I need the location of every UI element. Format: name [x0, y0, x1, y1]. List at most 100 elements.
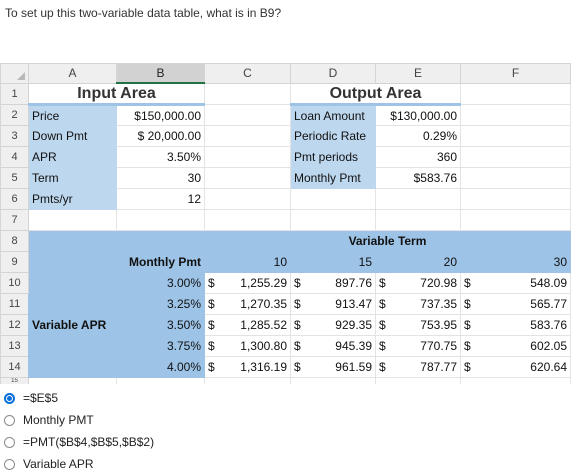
result-cell[interactable]: $602.05	[460, 334, 571, 357]
output-value-pmt-periods[interactable]: 360	[375, 146, 461, 169]
option-monthly-pmt[interactable]: Monthly PMT	[4, 410, 154, 430]
term-value-10[interactable]: 10	[204, 250, 291, 273]
row-header-7[interactable]: 7	[0, 209, 29, 231]
cell-a8[interactable]	[28, 229, 117, 252]
input-area-title[interactable]: Input Area	[28, 82, 205, 107]
result-cell[interactable]: $753.95	[375, 313, 461, 336]
cell-b9-monthly-pmt[interactable]: Monthly Pmt	[116, 250, 205, 273]
row-header-9[interactable]: 9	[0, 250, 29, 273]
term-value-20[interactable]: 20	[375, 250, 461, 273]
option-variable-apr[interactable]: Variable APR	[4, 454, 154, 474]
column-header-c[interactable]: C	[204, 63, 291, 84]
cell-f15[interactable]	[460, 376, 571, 384]
result-cell[interactable]: $929.35	[290, 313, 376, 336]
result-cell[interactable]: $620.64	[460, 355, 571, 378]
output-area-title[interactable]: Output Area	[290, 82, 461, 107]
row-header-6[interactable]: 6	[0, 188, 29, 211]
cell-f5[interactable]	[460, 167, 571, 190]
column-header-f[interactable]: F	[460, 63, 571, 84]
rate-cell[interactable]: 4.00%	[116, 355, 205, 378]
input-label-term[interactable]: Term	[28, 167, 117, 190]
result-cell[interactable]: $961.59	[290, 355, 376, 378]
result-cell[interactable]: $1,270.35	[204, 292, 291, 315]
row-header-2[interactable]: 2	[0, 104, 29, 127]
cell-a7[interactable]	[28, 209, 117, 231]
result-cell[interactable]: $720.98	[375, 271, 461, 294]
row-header-15[interactable]: 15	[0, 376, 29, 384]
rate-cell[interactable]: 3.25%	[116, 292, 205, 315]
row-header-8[interactable]: 8	[0, 229, 29, 252]
cell-c2[interactable]	[204, 104, 291, 127]
result-cell[interactable]: $913.47	[290, 292, 376, 315]
column-header-d[interactable]: D	[290, 63, 376, 84]
result-cell[interactable]: $565.77	[460, 292, 571, 315]
cell-a9[interactable]	[28, 250, 117, 273]
result-cell[interactable]: $897.76	[290, 271, 376, 294]
input-value-pmts-yr[interactable]: 12	[116, 188, 205, 211]
row-header-14[interactable]: 14	[0, 355, 29, 378]
input-label-pmts-yr[interactable]: Pmts/yr	[28, 188, 117, 211]
cell-f7[interactable]	[460, 209, 571, 231]
rate-cell[interactable]: 3.50%	[116, 313, 205, 336]
column-header-b[interactable]: B	[116, 63, 205, 85]
result-cell[interactable]: $1,300.80	[204, 334, 291, 357]
input-value-term[interactable]: 30	[116, 167, 205, 190]
term-value-15[interactable]: 15	[290, 250, 376, 273]
row-header-5[interactable]: 5	[0, 167, 29, 190]
row-header-1[interactable]: 1	[0, 82, 29, 106]
radio-button[interactable]	[4, 458, 15, 470]
input-label-down-pmt[interactable]: Down Pmt	[28, 125, 117, 148]
cell-d6[interactable]	[290, 188, 376, 211]
result-cell[interactable]: $1,316.19	[204, 355, 291, 378]
row-header-12[interactable]: 12	[0, 313, 29, 336]
cell-a15[interactable]	[28, 376, 117, 384]
output-value-periodic-rate[interactable]: 0.29%	[375, 125, 461, 148]
cell-e6[interactable]	[375, 188, 461, 211]
row-header-4[interactable]: 4	[0, 146, 29, 169]
cell-c15[interactable]	[204, 376, 291, 384]
select-all-corner[interactable]	[0, 63, 29, 84]
cell-c6[interactable]	[204, 188, 291, 211]
cell-f3[interactable]	[460, 125, 571, 148]
result-cell[interactable]: $945.39	[290, 334, 376, 357]
output-value-monthly-pmt[interactable]: $583.76	[375, 167, 461, 190]
variable-apr-label[interactable]: Variable APR	[28, 271, 117, 378]
cell-b8[interactable]	[116, 229, 205, 252]
row-header-3[interactable]: 3	[0, 125, 29, 148]
radio-button[interactable]	[4, 392, 15, 404]
input-value-price[interactable]: $150,000.00	[116, 104, 205, 127]
rate-cell[interactable]: 3.00%	[116, 271, 205, 294]
result-cell[interactable]: $1,255.29	[204, 271, 291, 294]
option-pmt-formula[interactable]: =PMT($B$4,$B$5,$B$2)	[4, 432, 154, 452]
variable-term-header[interactable]: Variable Term	[204, 229, 571, 252]
input-label-apr[interactable]: APR	[28, 146, 117, 169]
result-cell[interactable]: $787.77	[375, 355, 461, 378]
radio-button[interactable]	[4, 414, 15, 426]
input-value-apr[interactable]: 3.50%	[116, 146, 205, 169]
cell-f6[interactable]	[460, 188, 571, 211]
input-value-down-pmt[interactable]: $ 20,000.00	[116, 125, 205, 148]
cell-b7[interactable]	[116, 209, 205, 231]
output-value-loan-amount[interactable]: $130,000.00	[375, 104, 461, 127]
cell-f2[interactable]	[460, 104, 571, 127]
cell-c5[interactable]	[204, 167, 291, 190]
result-cell[interactable]: $583.76	[460, 313, 571, 336]
column-header-a[interactable]: A	[28, 63, 117, 84]
output-label-periodic-rate[interactable]: Periodic Rate	[290, 125, 376, 148]
cell-e7[interactable]	[375, 209, 461, 231]
row-header-11[interactable]: 11	[0, 292, 29, 315]
result-cell[interactable]: $548.09	[460, 271, 571, 294]
result-cell[interactable]: $770.75	[375, 334, 461, 357]
cell-b15[interactable]	[116, 376, 205, 384]
cell-c4[interactable]	[204, 146, 291, 169]
cell-c1[interactable]	[204, 82, 291, 106]
radio-button[interactable]	[4, 436, 15, 448]
input-label-price[interactable]: Price	[28, 104, 117, 127]
option-e5[interactable]: =$E$5	[4, 388, 154, 408]
cell-e15[interactable]	[375, 376, 461, 384]
cell-c3[interactable]	[204, 125, 291, 148]
column-header-e[interactable]: E	[375, 63, 461, 84]
cell-d7[interactable]	[290, 209, 376, 231]
cell-f1[interactable]	[460, 82, 571, 106]
output-label-loan-amount[interactable]: Loan Amount	[290, 104, 376, 127]
